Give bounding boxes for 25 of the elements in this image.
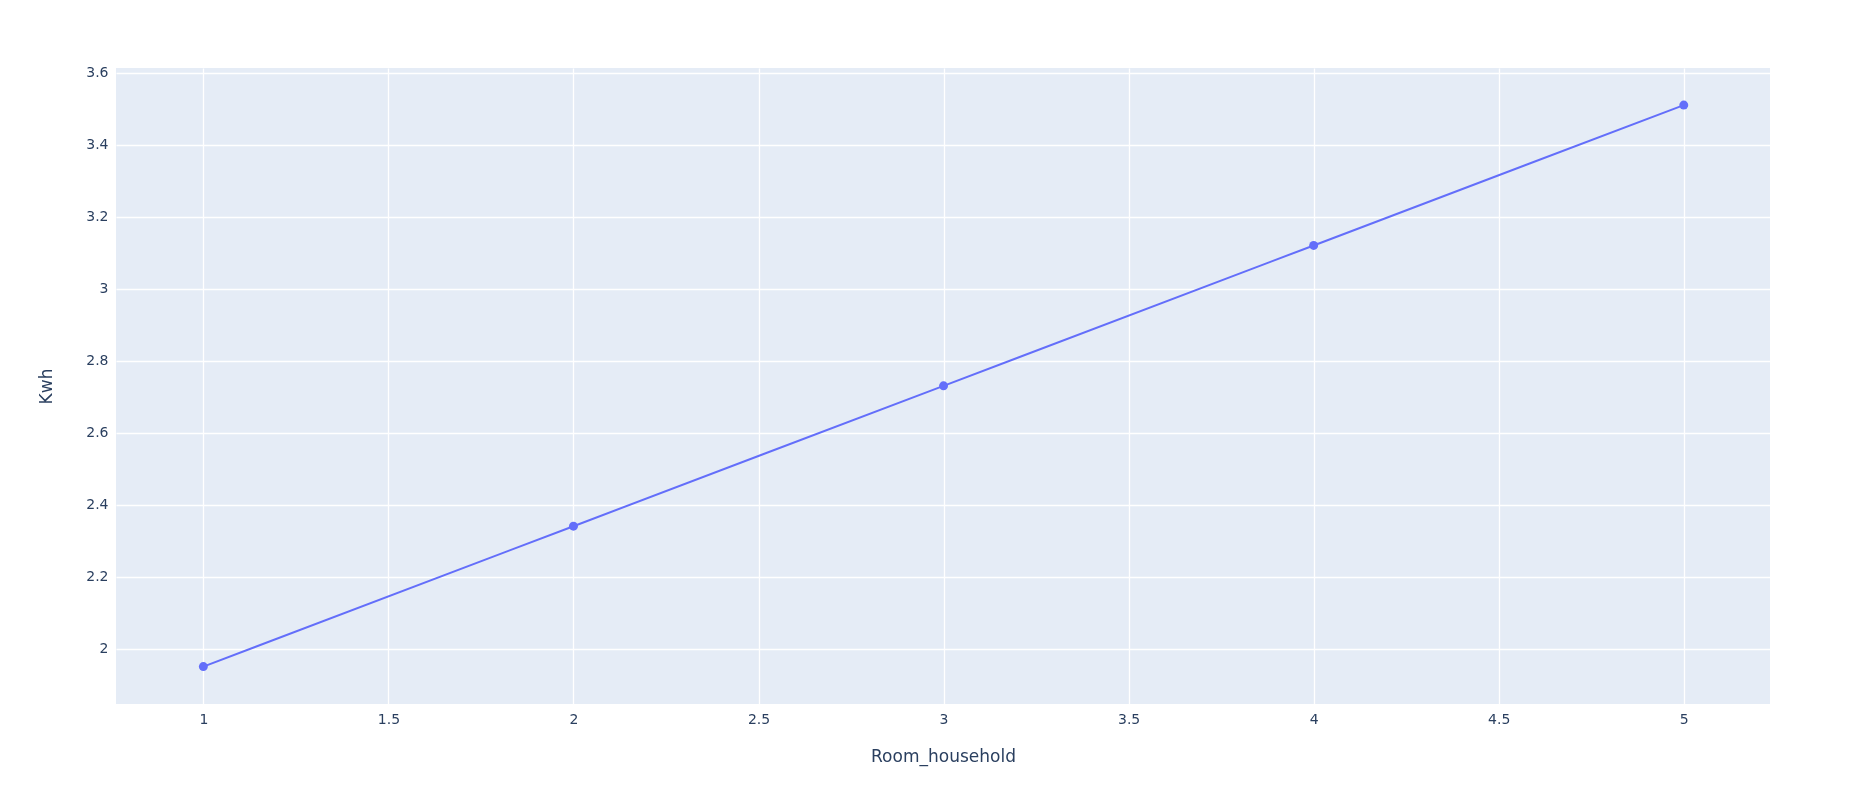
- x-tick-label: 3: [939, 710, 949, 727]
- point: [1679, 100, 1689, 110]
- y-tick-label: 2.6: [86, 424, 109, 441]
- y-tick-label: 3.6: [86, 64, 109, 81]
- y-tick-label: 2.4: [86, 496, 109, 513]
- y-tick-label: 2: [99, 640, 109, 657]
- x-tick-label: 5: [1679, 710, 1689, 727]
- x-tick-label: 4: [1309, 710, 1319, 727]
- x-tick-label: 4.5: [1488, 710, 1511, 727]
- point: [198, 662, 208, 672]
- x-tick-label: 3.5: [1117, 710, 1141, 727]
- y-tick-label: 3.2: [86, 208, 109, 225]
- x-axis-title: Room_household: [871, 745, 1016, 767]
- x-tick-label: 1.5: [377, 710, 401, 727]
- x-tick-label: 2: [569, 710, 579, 727]
- point: [568, 521, 578, 531]
- y-tick-label: 3: [99, 280, 109, 297]
- x-tick-label: 2.5: [747, 710, 771, 727]
- y-axis-title: Kwh: [36, 368, 57, 405]
- x-tick-label: 1: [199, 710, 209, 727]
- y-tick-label: 3.4: [86, 136, 109, 153]
- y-tick-label: 2.2: [86, 568, 109, 585]
- point: [1309, 240, 1319, 250]
- y-tick-label: 2.8: [86, 352, 109, 369]
- point: [939, 381, 949, 391]
